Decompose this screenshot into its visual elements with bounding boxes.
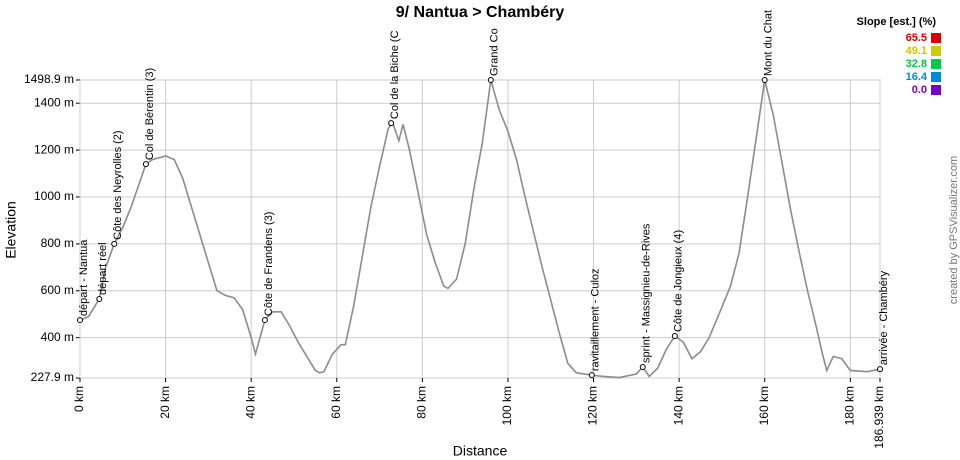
waypoint-label: ravitaillement - Culoz — [590, 268, 602, 371]
waypoint-label: départ réel — [97, 242, 109, 295]
legend-swatch — [931, 46, 941, 56]
waypoint-label: Côte des Neyrolles (2) — [112, 130, 124, 239]
legend-swatch — [931, 59, 941, 69]
x-tick-label: 40 km — [243, 386, 257, 419]
waypoint-marker — [261, 317, 268, 324]
waypoint-label: départ - Nantua — [78, 239, 90, 316]
x-tick-label: 20 km — [158, 386, 172, 419]
waypoint-marker — [671, 333, 678, 340]
x-tick-label: 160 km — [757, 386, 771, 425]
y-axis-label: Elevation — [3, 201, 19, 259]
y-tick-label: 800 m — [41, 236, 74, 250]
legend-swatch — [931, 33, 941, 43]
waypoint-label: Grand Co — [489, 28, 501, 76]
waypoint-label: Col de Bérentin (3) — [144, 68, 156, 160]
waypoint-marker — [77, 317, 83, 324]
legend-label: 49.1 — [906, 45, 927, 57]
waypoint-label: Côte de Jongieux (4) — [673, 230, 685, 332]
waypoint-marker — [487, 77, 494, 83]
y-tick-label: 600 m — [41, 283, 74, 297]
x-tick-label: 186.939 km — [872, 386, 886, 449]
x-tick-label: 60 km — [329, 386, 343, 419]
waypoint-marker — [877, 366, 883, 373]
waypoint-label: Mont du Chat — [763, 10, 775, 76]
x-tick-label: 120 km — [586, 386, 600, 425]
x-tick-label: 80 km — [415, 386, 429, 419]
waypoint-label: sprint - Massignieu-de-Rives — [641, 223, 653, 363]
waypoint-label: Col de la Biche (C — [389, 30, 401, 119]
y-tick-label: 1498.9 m — [24, 72, 74, 86]
y-tick-label: 400 m — [41, 330, 74, 344]
x-tick-label: 140 km — [671, 386, 685, 425]
waypoint-marker — [639, 363, 646, 370]
legend-title: Slope [est.] (%) — [857, 16, 937, 28]
elevation-line — [79, 79, 881, 379]
legend-label: 32.8 — [906, 58, 927, 70]
legend-label: 16.4 — [906, 71, 928, 83]
waypoint-marker — [142, 161, 149, 168]
x-tick-label: 100 km — [500, 386, 514, 425]
waypoint-label: arrivée - Chambéry — [878, 270, 890, 365]
legend-label: 0.0 — [912, 84, 927, 96]
legend-swatch — [931, 85, 941, 95]
legend-swatch — [931, 72, 941, 82]
x-axis-label: Distance — [453, 443, 508, 459]
plot-area — [79, 79, 881, 379]
waypoint-marker — [96, 295, 103, 302]
y-tick-label: 1200 m — [34, 142, 74, 156]
waypoint-label: Côte de Frandens (3) — [263, 212, 275, 317]
chart-title: 9/ Nantua > Chambéry — [396, 4, 565, 21]
y-tick-label: 1400 m — [34, 95, 74, 109]
legend-label: 65.5 — [906, 32, 927, 44]
y-tick-label: 1000 m — [34, 189, 74, 203]
x-tick-label: 0 km — [72, 386, 86, 412]
waypoint-marker — [588, 372, 595, 379]
waypoint-marker — [761, 77, 768, 83]
waypoint-marker — [388, 120, 395, 127]
waypoint-marker — [111, 240, 118, 247]
credit: created by GPSVisualizer.com — [948, 156, 960, 304]
x-tick-label: 180 km — [842, 386, 856, 425]
y-tick-label: 227.9 m — [31, 370, 74, 384]
